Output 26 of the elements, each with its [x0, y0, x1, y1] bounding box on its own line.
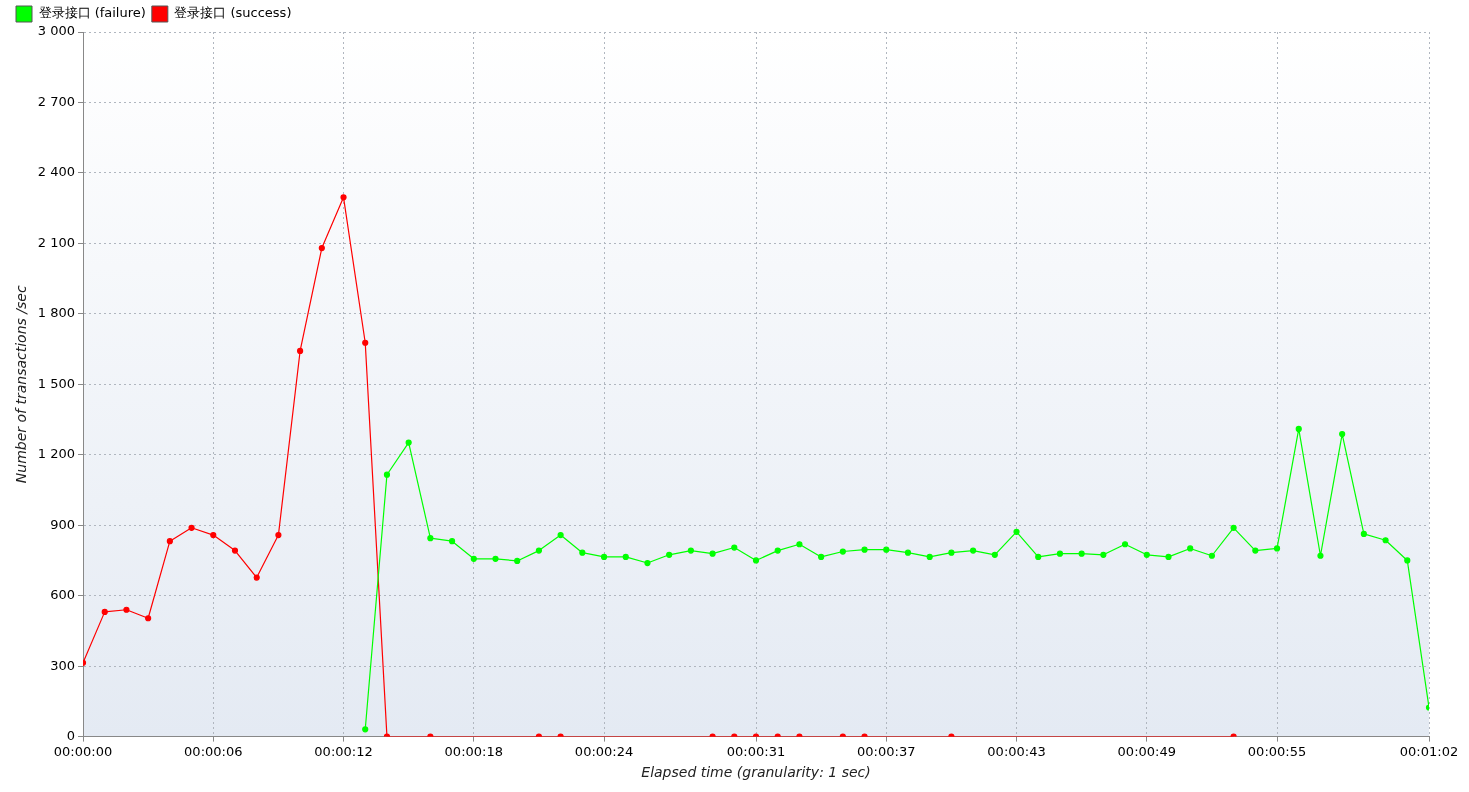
- y-tick-label: 2 700: [37, 93, 76, 109]
- y-tick-label: 0: [66, 727, 76, 743]
- x-axis-title: Elapsed time (granularity: 1 sec): [641, 764, 871, 781]
- y-tick-label: 1 500: [37, 375, 76, 391]
- x-tick-label: 00:00:06: [184, 743, 243, 759]
- x-tick-label: 00:00:12: [314, 743, 373, 759]
- y-tick-label: 300: [50, 657, 76, 673]
- y-axis-title: Number of transactions /sec: [13, 285, 30, 484]
- x-tick-label: 00:00:43: [987, 743, 1046, 759]
- x-tick-label: 00:00:00: [53, 743, 113, 759]
- y-tick-label: 1 200: [37, 446, 76, 462]
- x-tick-label: 00:01:02: [1399, 743, 1459, 759]
- y-tick-label: 2 400: [37, 164, 76, 180]
- x-tick-label: 00:00:55: [1247, 743, 1307, 759]
- legend-label: 登录接口 (success): [174, 5, 292, 21]
- y-tick-label: 2 100: [37, 234, 76, 250]
- legend-label: 登录接口 (failure): [38, 5, 146, 21]
- x-tick-label: 00:00:37: [857, 743, 916, 759]
- y-tick-label: 3 000: [37, 23, 76, 39]
- y-tick-label: 900: [50, 516, 76, 532]
- x-tick-label: 00:00:49: [1117, 743, 1176, 759]
- x-tick-label: 00:00:24: [574, 743, 634, 759]
- y-tick-label: 1 800: [37, 305, 76, 321]
- x-tick-label: 00:00:31: [726, 743, 786, 759]
- y-tick-label: 600: [50, 587, 76, 603]
- x-tick-label: 00:00:18: [444, 743, 503, 759]
